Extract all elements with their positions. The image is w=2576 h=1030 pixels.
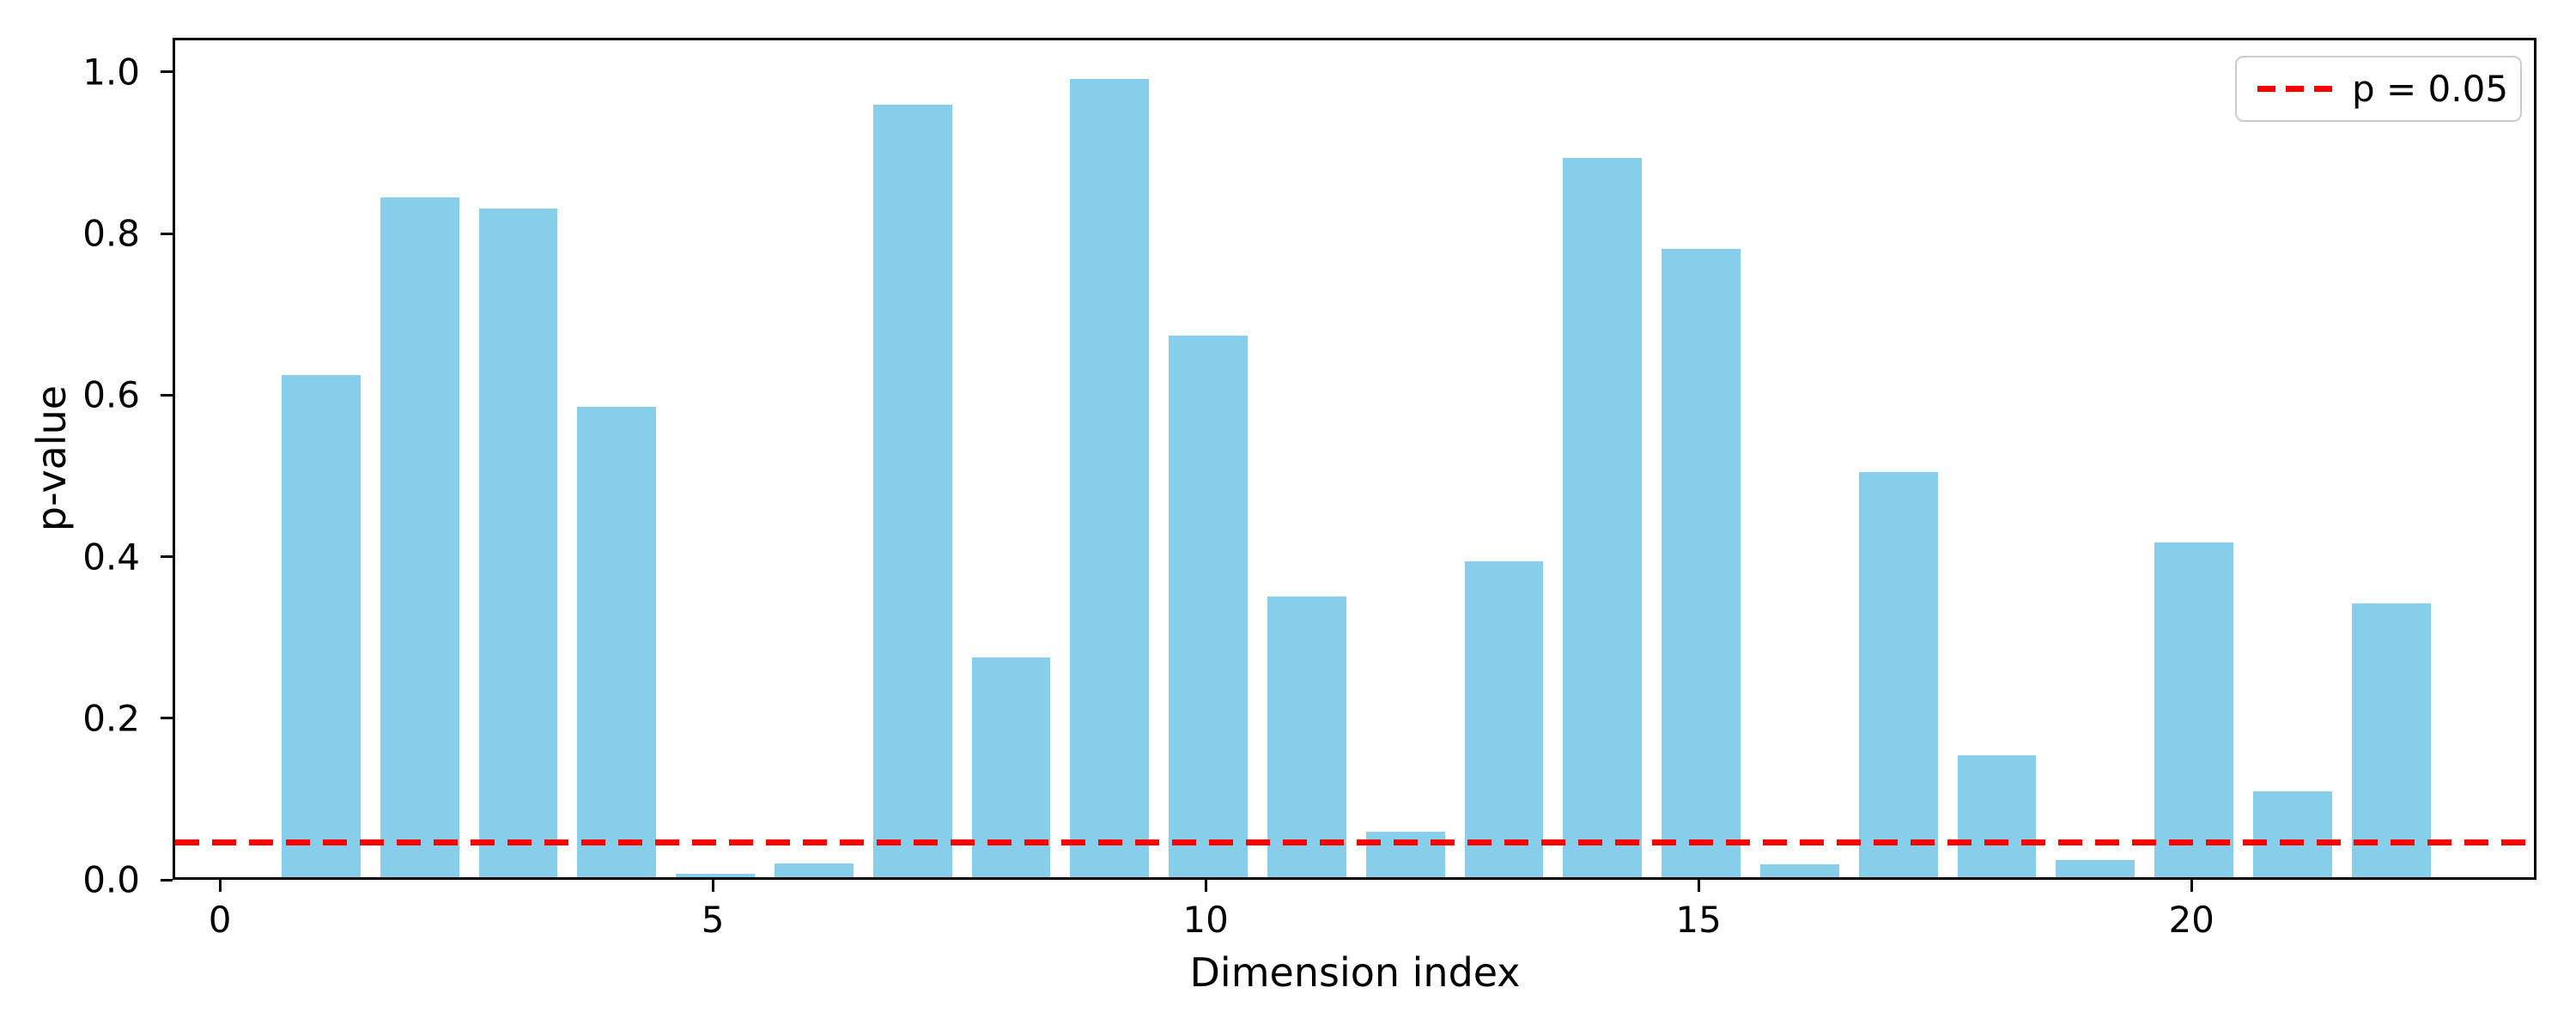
bar: [2154, 542, 2234, 877]
bars-layer: [175, 40, 2534, 877]
bar: [380, 197, 459, 877]
bar: [775, 863, 854, 877]
bar: [1070, 78, 1150, 877]
x-axis-tick: [2190, 880, 2193, 892]
x-axis-label: Dimension index: [1189, 949, 1521, 996]
bar: [577, 406, 657, 877]
y-axis-tick: [161, 555, 173, 559]
bar: [872, 104, 952, 877]
bar: [1365, 831, 1445, 877]
y-axis-label: p-value: [28, 385, 75, 532]
y-axis-tick: [161, 717, 173, 720]
bar: [1464, 561, 1544, 877]
x-axis-tick-label: 5: [701, 899, 725, 941]
y-axis-tick: [161, 70, 173, 74]
y-axis-tick-label: 0.8: [82, 212, 140, 255]
bar: [676, 874, 756, 877]
bar: [1957, 755, 2037, 877]
y-axis-tick-label: 0.4: [82, 536, 140, 579]
bar: [2253, 791, 2332, 877]
x-axis-tick-label: 0: [208, 899, 232, 941]
legend: p = 0.05: [2235, 56, 2522, 122]
bar: [1169, 335, 1249, 877]
bar: [2056, 860, 2136, 877]
bar: [281, 374, 361, 877]
x-axis-tick-label: 10: [1182, 899, 1229, 941]
y-axis-tick-label: 0.0: [82, 858, 140, 901]
x-axis-tick-label: 20: [2168, 899, 2215, 941]
bar: [1662, 249, 1741, 877]
y-axis-tick: [161, 878, 173, 882]
x-axis-tick: [711, 880, 714, 892]
x-axis-tick: [1204, 880, 1207, 892]
bar: [1267, 596, 1346, 877]
bar: [478, 209, 558, 877]
bar: [1760, 864, 1839, 877]
dashed-line-icon: [2257, 86, 2333, 92]
plot-area: [173, 38, 2537, 880]
bar: [1858, 471, 1938, 877]
y-axis-tick: [161, 393, 173, 397]
y-axis-tick-label: 1.0: [82, 51, 140, 94]
bar: [2351, 603, 2431, 877]
x-axis-tick-label: 15: [1675, 899, 1722, 941]
y-axis-tick: [161, 232, 173, 235]
y-axis-tick-label: 0.6: [82, 373, 140, 416]
x-axis-tick: [218, 880, 222, 892]
threshold-line: [175, 839, 2534, 845]
y-axis-tick-label: 0.2: [82, 697, 140, 740]
bar: [1563, 157, 1643, 877]
x-axis-tick: [1697, 880, 1700, 892]
legend-label: p = 0.05: [2352, 68, 2509, 110]
